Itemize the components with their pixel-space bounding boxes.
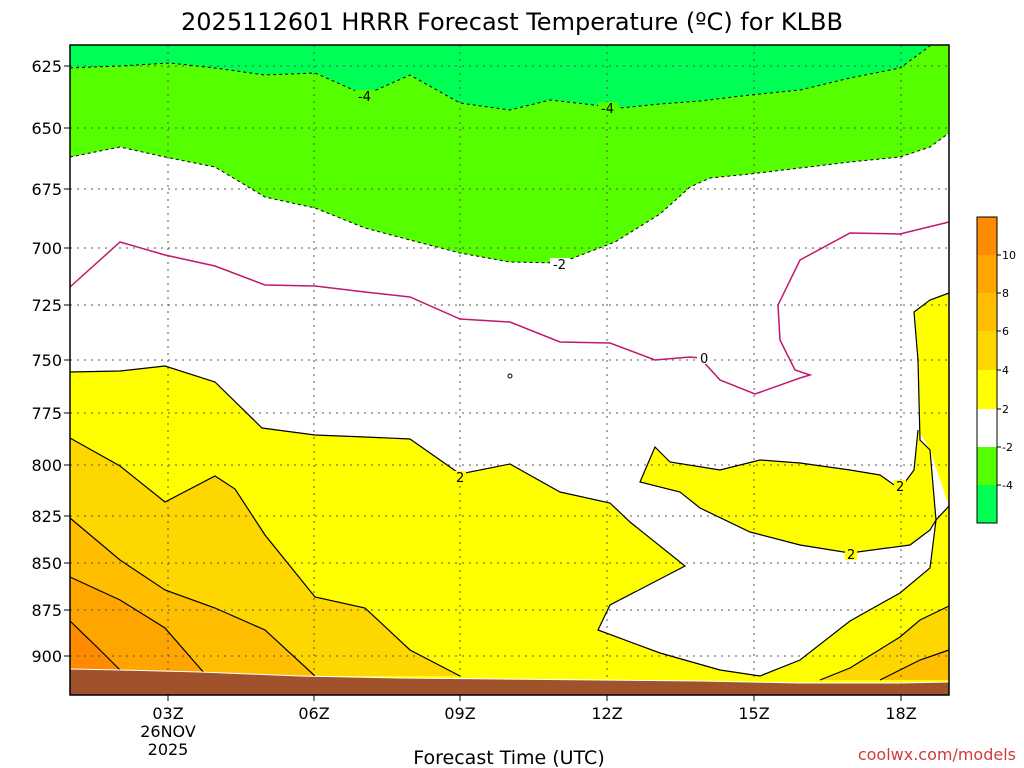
region-4-to-6 bbox=[70, 438, 949, 680]
y-tick-label: 750 bbox=[31, 351, 62, 370]
ground-terrain bbox=[70, 669, 949, 695]
colorbar-swatch bbox=[977, 255, 997, 293]
x-tick-label: 18Z bbox=[885, 704, 916, 723]
contour-label-minus4-a: -4 bbox=[358, 90, 371, 105]
contour-label-plus2-b: 2 bbox=[896, 480, 904, 495]
x-tick-label: 06Z bbox=[298, 704, 329, 723]
colorbar-label: 10 bbox=[1002, 249, 1016, 262]
y-tick-label: 800 bbox=[31, 456, 62, 475]
x-tick-label: 03Z bbox=[152, 704, 183, 723]
x-axis-title: Forecast Time (UTC) bbox=[413, 747, 604, 768]
contour-lines bbox=[69, 45, 950, 681]
y-tick-label: 625 bbox=[31, 57, 62, 76]
contour-plus2-main bbox=[69, 365, 950, 677]
contour-plus10 bbox=[69, 620, 121, 671]
contour-zero bbox=[69, 221, 950, 395]
contour-plus6-right bbox=[879, 649, 950, 681]
contour-plus8 bbox=[69, 576, 206, 675]
y-tick-label: 900 bbox=[31, 647, 62, 666]
contour-small-loop bbox=[507, 373, 513, 379]
y-tick-label: 825 bbox=[31, 507, 62, 526]
colorbar-swatch bbox=[977, 331, 997, 370]
colorbar-swatch bbox=[977, 217, 997, 255]
colorbar: 10 8 6 4 2 -2 -4 bbox=[976, 216, 1016, 524]
region-minus4-to-minus2 bbox=[70, 45, 949, 263]
y-tick-label: 875 bbox=[31, 601, 62, 620]
x-tick-label: 09Z bbox=[444, 704, 475, 723]
contour-plus4-right bbox=[819, 605, 950, 681]
contour-label-minus4-b: -4 bbox=[601, 102, 614, 117]
contour-plus6 bbox=[69, 517, 316, 677]
contour-label-plus2-c: 2 bbox=[847, 548, 855, 563]
contour-plus2-right bbox=[639, 292, 950, 554]
y-tick-label: 850 bbox=[31, 554, 62, 573]
colorbar-swatch bbox=[977, 409, 997, 447]
y-tick-label: 675 bbox=[31, 180, 62, 199]
x-tick-label: 12Z bbox=[591, 704, 622, 723]
contour-plus4 bbox=[69, 437, 461, 677]
x-tick-year: 2025 bbox=[148, 740, 189, 759]
x-tick-label: 15Z bbox=[738, 704, 769, 723]
y-tick-label: 700 bbox=[31, 239, 62, 258]
contour-labels: -4 -4 -2 0 2 2 2 bbox=[355, 90, 906, 563]
region-8-to-10 bbox=[70, 577, 205, 676]
y-axis: 625 650 675 700 725 750 775 800 825 850 … bbox=[31, 57, 70, 666]
plot-area: -4 -4 -2 0 2 2 2 bbox=[69, 44, 950, 696]
colorbar-swatch bbox=[977, 293, 997, 331]
ground-surface-line bbox=[69, 668, 950, 684]
contour-minus4 bbox=[69, 45, 931, 111]
y-tick-label: 775 bbox=[31, 404, 62, 423]
source-credit: coolwx.com/models bbox=[858, 745, 1016, 764]
colorbar-label: 4 bbox=[1002, 364, 1009, 377]
x-axis: 03Z 26NOV 2025 06Z 09Z 12Z 15Z 18Z Forec… bbox=[140, 695, 917, 768]
y-tick-label: 725 bbox=[31, 296, 62, 315]
contour-label-plus2-a: 2 bbox=[456, 471, 464, 486]
colorbar-swatch bbox=[977, 485, 997, 523]
region-below-minus4 bbox=[70, 45, 949, 110]
colorbar-label: 2 bbox=[1002, 403, 1009, 416]
colorbar-label: -2 bbox=[1002, 441, 1013, 454]
contour-label-zero: 0 bbox=[700, 352, 708, 367]
chart-title: 2025112601 HRRR Forecast Temperature (ºC… bbox=[181, 8, 843, 36]
colorbar-label: 6 bbox=[1002, 325, 1009, 338]
colorbar-swatch bbox=[977, 447, 997, 485]
colorbar-swatch bbox=[977, 370, 997, 409]
colorbar-label: 8 bbox=[1002, 287, 1009, 300]
contour-label-minus2: -2 bbox=[553, 258, 566, 273]
plot-frame bbox=[69, 44, 950, 696]
x-tick-date: 26NOV bbox=[140, 722, 196, 741]
colorbar-label: -4 bbox=[1002, 479, 1013, 492]
y-tick-label: 650 bbox=[31, 119, 62, 138]
